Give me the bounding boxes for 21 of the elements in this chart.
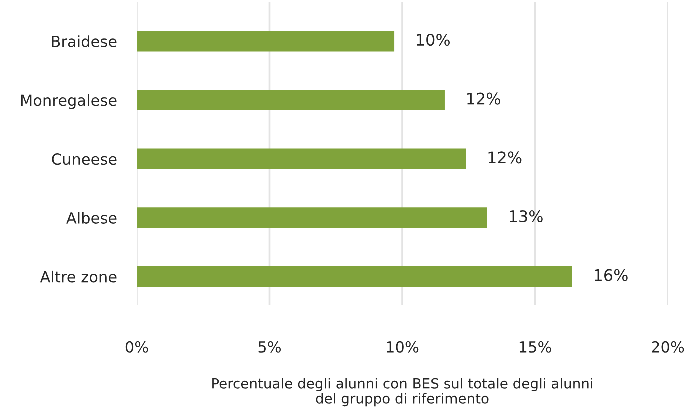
data-label: 13% (510, 210, 543, 223)
x-tick-label: 5% (258, 341, 282, 353)
data-label: 10% (417, 34, 450, 46)
y-tick-label: Cuneese (52, 154, 117, 166)
x-tick-label: 15% (520, 341, 552, 353)
data-label: 12% (468, 92, 500, 105)
x-tick-label: 0% (126, 341, 148, 353)
x-tick-label: 20% (652, 341, 684, 353)
bar (137, 208, 488, 228)
x-tick-label: 10% (387, 341, 419, 353)
y-tick-label: Altre zone (40, 270, 117, 283)
y-tick-label: Albese (66, 212, 117, 224)
bar (137, 31, 395, 52)
data-label: 16% (595, 269, 628, 282)
bar (137, 266, 572, 288)
bar (137, 148, 466, 170)
y-tick-label: Braidese (52, 36, 117, 48)
bar (137, 90, 445, 111)
y-tick-label: Monregalese (21, 94, 117, 110)
data-label: 12% (488, 152, 522, 164)
x-axis-title: Percentuale degli alunni con BES sul totale degli alunni del gruppo di riferimento (212, 378, 592, 407)
